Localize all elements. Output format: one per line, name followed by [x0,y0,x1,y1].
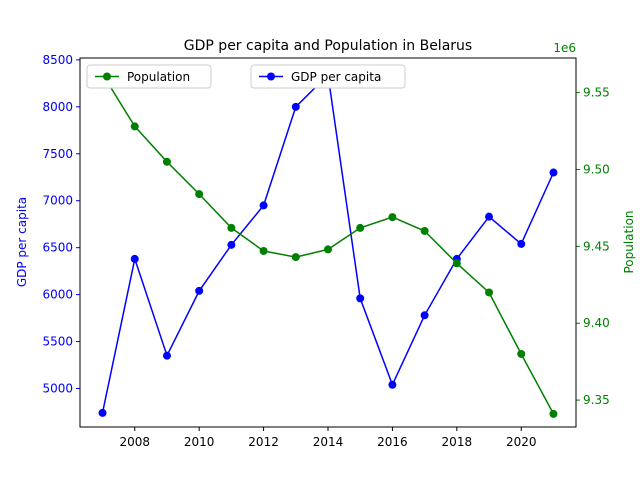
data-point-gdp-per-capita [130,254,139,263]
data-point-population [452,259,461,268]
right-tick-label: 9.40 [583,316,610,330]
legend-swatch-marker [267,72,275,81]
left-tick-label: 6500 [42,241,73,255]
right-axis-label: Population [622,210,636,273]
data-point-gdp-per-capita [195,286,204,295]
left-tick-label: 6000 [42,288,73,302]
data-point-population [195,190,204,199]
right-tick-label: 9.45 [583,239,610,253]
x-tick-label: 2016 [377,435,408,449]
x-tick-label: 2010 [184,435,215,449]
data-point-population [162,157,171,166]
left-tick-label: 7500 [42,147,73,161]
data-point-population [485,288,494,297]
data-point-gdp-per-capita [517,239,526,248]
data-point-population [420,226,429,235]
data-point-gdp-per-capita [485,212,494,221]
data-point-gdp-per-capita [259,201,268,210]
x-tick-label: 2018 [442,435,473,449]
plot-frame [79,57,577,428]
right-axis-offset-text: 1e6 [553,41,576,55]
left-axis-label: GDP per capita [15,197,29,287]
legends: Population GDP per capita [86,64,406,89]
data-point-population [324,245,332,254]
right-tick-label: 9.55 [583,86,610,100]
left-axis-ticks: 5000 5500 6000 6500 7000 7500 8000 8500 [42,53,80,396]
x-tick-label: 2020 [506,435,537,449]
data-point-population [388,213,397,222]
data-point-population [291,253,300,262]
legend-label: GDP per capita [291,70,381,84]
x-tick-label: 2008 [119,435,150,449]
left-tick-label: 7000 [42,194,73,208]
data-point-population [130,122,139,131]
right-tick-label: 9.50 [583,162,610,176]
x-tick-label: 2014 [313,435,344,449]
legend-label: Population [127,70,190,84]
data-point-gdp-per-capita [388,380,397,389]
data-point-gdp-per-capita [291,102,300,111]
data-point-gdp-per-capita [420,311,429,320]
data-point-gdp-per-capita [162,351,171,360]
right-tick-label: 9.35 [583,393,610,407]
legend-swatch-marker [103,72,111,81]
chart-title: GDP per capita and Population in Belarus [184,38,472,54]
x-tick-label: 2012 [248,435,279,449]
right-axis-ticks: 9.35 9.40 9.45 9.50 9.55 [576,86,610,407]
left-tick-label: 8500 [42,53,73,67]
data-point-gdp-per-capita [227,240,236,249]
data-point-gdp-per-capita [549,168,558,177]
legend-population: Population [86,64,212,89]
left-tick-label: 8000 [42,100,73,114]
data-point-population [549,409,558,418]
legend-frame [250,64,406,89]
data-point-population [227,223,236,232]
legend-gdp-per-capita: GDP per capita [250,64,406,89]
data-point-population [259,246,268,255]
data-point-gdp-per-capita [98,408,107,417]
plot-area [80,58,576,427]
data-point-population [517,349,526,358]
legend-frame [86,64,212,89]
data-point-gdp-per-capita [356,294,365,303]
left-tick-label: 5500 [42,335,73,349]
x-axis-ticks: 2008 2010 2012 2014 2016 2018 2020 [119,427,537,449]
data-point-population [356,223,365,232]
left-tick-label: 5000 [42,382,73,396]
